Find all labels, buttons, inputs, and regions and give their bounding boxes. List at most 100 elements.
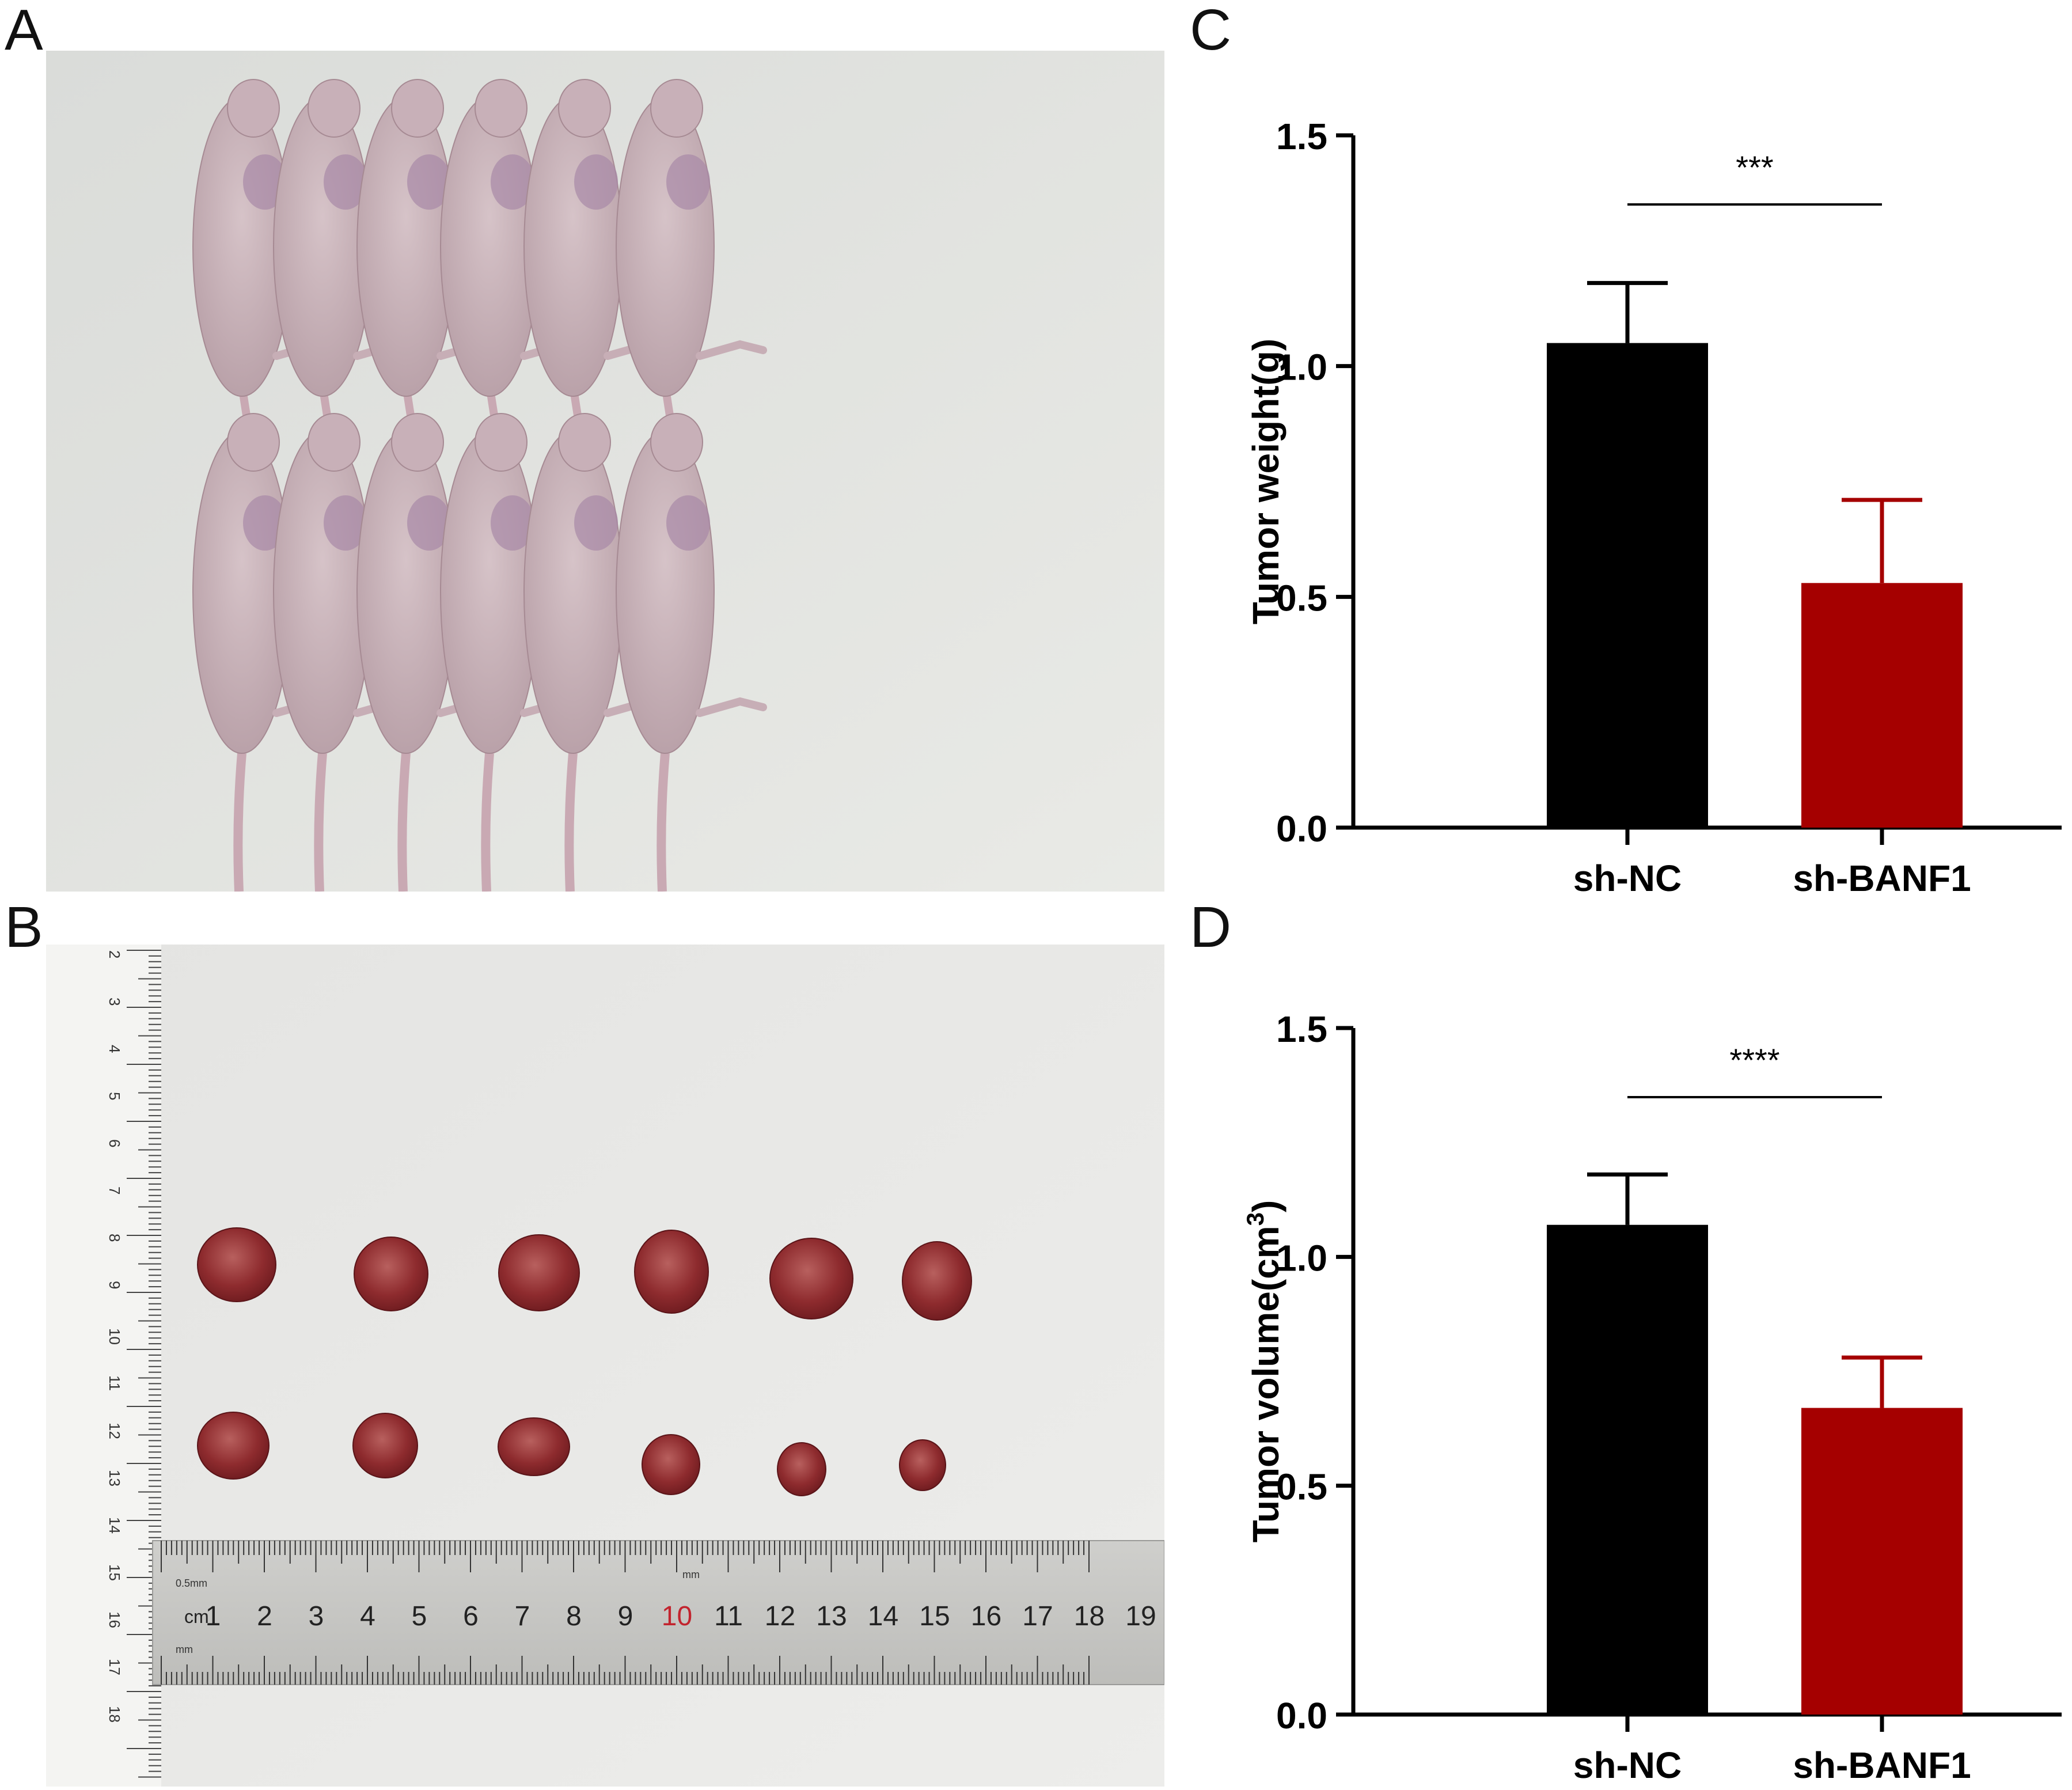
panel-label-d: D xyxy=(1190,895,1232,960)
tumor xyxy=(197,1412,270,1480)
bar-sh-BANF1 xyxy=(1801,583,1963,828)
ruler-label: 11 xyxy=(106,1375,123,1391)
mouse-body xyxy=(523,430,623,754)
chart-tumor-volume: 0.0 0.5 1.0 1.5 Tumor volume(cm3) sh-NC sh-BAN… xyxy=(1244,1008,2062,1785)
ruler-label: 13 xyxy=(816,1601,847,1632)
ruler-label: 7 xyxy=(106,1186,123,1194)
ruler-label: 19 xyxy=(1125,1601,1156,1632)
horizontal-ruler xyxy=(152,1540,1164,1685)
mouse-head xyxy=(391,413,444,472)
tumor xyxy=(352,1413,418,1478)
y-axis-title: Tumor weight(g) xyxy=(1245,339,1287,625)
ruler-label: 9 xyxy=(618,1601,633,1632)
mouse xyxy=(523,413,675,892)
tumor-bump xyxy=(666,154,710,210)
ruler-label: 6 xyxy=(106,1139,123,1147)
tumor xyxy=(354,1237,428,1311)
bar-sh-BANF1 xyxy=(1801,1408,1963,1715)
ruler-label: 5 xyxy=(412,1601,427,1632)
significance-label: **** xyxy=(1729,1042,1779,1078)
tumor-bump xyxy=(407,154,451,210)
tumors-group xyxy=(197,1227,972,1496)
y-axis-title-main: Tumor volume(cm xyxy=(1245,1226,1287,1542)
significance-label: *** xyxy=(1736,149,1773,185)
vertical-ruler-marks: 2 3 4 5 6 7 8 9 10 11 12 13 14 15 16 17 18 xyxy=(106,950,161,1778)
ruler-label: 14 xyxy=(106,1517,123,1534)
ruler-label: 7 xyxy=(515,1601,530,1632)
ruler-label: 18 xyxy=(106,1706,123,1723)
y-tick-label: 1.0 xyxy=(1276,347,1327,388)
tumor-bump xyxy=(324,495,367,551)
panel-label-c: C xyxy=(1190,0,1232,62)
mouse-head xyxy=(650,413,703,472)
ruler-label: 15 xyxy=(919,1601,950,1632)
tumor-bump xyxy=(407,495,451,551)
mouse-tail xyxy=(314,753,327,892)
mouse-body xyxy=(616,96,715,397)
panel-label-b: B xyxy=(5,895,43,960)
ruler-label: 14 xyxy=(868,1601,898,1632)
ruler-label: 15 xyxy=(106,1564,123,1581)
y-axis-title-sup: 3 xyxy=(1244,1212,1269,1226)
tumor xyxy=(498,1234,580,1311)
chart-tumor-weight: 0.0 0.5 1.0 1.5 Tumor weight(g) sh-NC sh-BANF1… xyxy=(1245,116,2062,898)
ruler-mm-label: mm xyxy=(176,1644,193,1655)
vertical-ruler xyxy=(46,945,161,1787)
ruler-label: 10 xyxy=(106,1328,123,1345)
mouse-head xyxy=(308,413,360,472)
ruler-label: 6 xyxy=(463,1601,479,1632)
tumor-bump xyxy=(666,495,710,551)
y-tick-label: 1.5 xyxy=(1276,1008,1327,1050)
tumor-photo: 2 3 4 5 6 7 8 9 10 11 12 13 14 15 16 17 18 cm 0.5mm mm mm 1 2… xyxy=(46,945,1164,1787)
y-axis-title-end: ) xyxy=(1245,1200,1287,1212)
mouse-body xyxy=(523,96,623,397)
mouse-head xyxy=(391,79,444,138)
ruler-label: 16 xyxy=(971,1601,1001,1632)
ruler-label: 12 xyxy=(106,1423,123,1439)
ruler-unit: cm xyxy=(184,1606,209,1627)
tumor-bump xyxy=(243,154,287,210)
tumor xyxy=(769,1238,853,1319)
ruler-label: 8 xyxy=(106,1234,123,1242)
ruler-label: 4 xyxy=(360,1601,375,1632)
tumor xyxy=(777,1442,826,1496)
y-axis-title: Tumor volume(cm3) xyxy=(1244,1200,1287,1543)
tumor-bump xyxy=(491,154,534,210)
ruler-label: 2 xyxy=(106,950,123,958)
mouse-leg xyxy=(696,697,767,717)
mouse-tail xyxy=(481,753,494,892)
mouse-head xyxy=(227,79,280,138)
mouse xyxy=(440,79,591,455)
ruler-label: 5 xyxy=(106,1092,123,1100)
ruler-label: 9 xyxy=(106,1281,123,1289)
mouse-head xyxy=(558,79,611,138)
mice-group xyxy=(192,79,767,892)
mouse-tail xyxy=(656,753,670,892)
mouse xyxy=(440,413,591,892)
tumor-bump xyxy=(574,154,618,210)
x-tick-label: sh-NC xyxy=(1573,858,1682,898)
x-tick-label: sh-NC xyxy=(1573,1745,1682,1785)
tumor-bump xyxy=(574,495,618,551)
mouse xyxy=(616,79,767,455)
tumor xyxy=(634,1230,709,1314)
mouse-head xyxy=(558,413,611,472)
mouse xyxy=(616,413,767,892)
ruler-mm-label: mm xyxy=(682,1569,700,1580)
ruler-small-label: 0.5mm xyxy=(176,1577,207,1589)
mouse-tail xyxy=(564,753,578,892)
tumor xyxy=(899,1439,946,1491)
ruler-label: 8 xyxy=(566,1601,582,1632)
x-tick-label: sh-BANF1 xyxy=(1793,858,1971,898)
y-tick-label: 0.0 xyxy=(1276,1695,1327,1736)
ruler-label: 17 xyxy=(1022,1601,1053,1632)
tumor xyxy=(498,1417,570,1476)
mice-photo-drawing xyxy=(46,51,1164,892)
ruler-label: 10 xyxy=(662,1601,692,1632)
ruler-label: 12 xyxy=(765,1601,795,1632)
y-axis-title-main: Tumor weight(g) xyxy=(1245,339,1287,625)
mouse-head xyxy=(227,413,280,472)
y-tick-label: 1.0 xyxy=(1276,1237,1327,1279)
